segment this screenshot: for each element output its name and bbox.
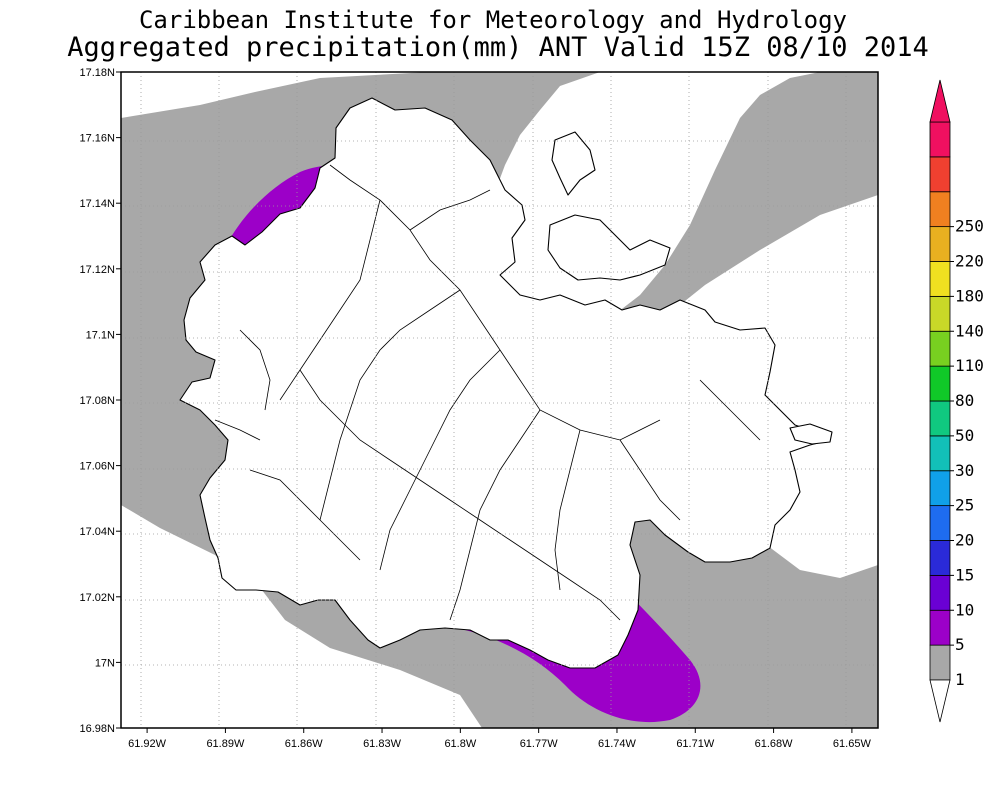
colorbar-label: 20	[955, 531, 974, 550]
colorbar-label: 10	[955, 600, 974, 619]
colorbar-band	[929, 470, 951, 507]
colorbar-label: 140	[955, 321, 984, 340]
colorbar-band	[929, 400, 951, 437]
lat-tick-label: 17.12N	[80, 264, 116, 276]
colorbar-label: 25	[955, 496, 974, 515]
lon-tick-label: 61.68W	[755, 738, 794, 750]
lon-tick-label: 61.92W	[128, 738, 167, 750]
lon-tick-label: 61.74W	[598, 738, 637, 750]
lat-tick-label: 17.14N	[80, 198, 116, 210]
colorbar-band	[929, 609, 951, 646]
colorbar-label: 80	[955, 391, 974, 410]
lat-tick-label: 17.16N	[80, 133, 116, 145]
colorbar-band	[929, 435, 951, 472]
lat-tick-label: 17.06N	[80, 461, 116, 473]
offshore-island-east	[789, 423, 833, 445]
lat-tick-label: 17N	[95, 657, 115, 669]
lon-tick-label: 61.8W	[444, 738, 476, 750]
longitude-axis: 61.92W 61.89W 61.86W 61.83W 61.8W 61.77W 61.74…	[128, 728, 871, 750]
lon-tick-label: 61.83W	[363, 738, 402, 750]
colorbar-band	[929, 226, 951, 262]
colorbar-band	[929, 191, 951, 228]
colorbar-label: 15	[955, 565, 974, 584]
colorbar-label: 1	[955, 670, 965, 689]
colorbar-band	[929, 574, 951, 611]
colorbar-label: 220	[955, 252, 984, 271]
colorbar-band	[929, 261, 951, 297]
map-plot-area	[121, 72, 878, 728]
colorbar-label: 180	[955, 286, 984, 305]
colorbar-label: 30	[955, 461, 974, 480]
colorbar-band	[929, 644, 951, 681]
lon-tick-label: 61.65W	[833, 738, 872, 750]
parish-boundaries	[214, 164, 761, 621]
colorbar-bottom-arrow	[929, 679, 951, 723]
colorbar-label: 5	[955, 635, 965, 654]
lon-tick-label: 61.71W	[676, 738, 715, 750]
colorbar-band	[929, 365, 951, 402]
lon-tick-label: 61.86W	[285, 738, 324, 750]
colorbar-band	[929, 330, 951, 367]
colorbar-band	[929, 121, 951, 158]
colorbar-top-arrow	[929, 79, 951, 123]
lat-tick-label: 17.04N	[80, 526, 116, 538]
lon-tick-label: 61.89W	[206, 738, 245, 750]
colorbar-band	[929, 540, 951, 576]
graticule	[121, 72, 878, 728]
lat-tick-label: 17.18N	[80, 67, 116, 79]
lat-tick-label: 17.1N	[86, 329, 115, 341]
colorbar-label: 110	[955, 356, 984, 375]
title-line-2: Aggregated precipitation(mm) ANT Valid 1…	[67, 32, 929, 63]
colorbar-label: 50	[955, 426, 974, 445]
colorbar-band	[929, 505, 951, 541]
latitude-axis: 17.18N 17.16N 17.14N 17.12N 17.1N 17.08N 17.06…	[80, 67, 121, 735]
lat-tick-label: 17.02N	[80, 592, 116, 604]
colorbar-label: 250	[955, 217, 984, 236]
lat-tick-label: 17.08N	[80, 395, 116, 407]
colorbar-band	[929, 156, 951, 193]
colorbar-band	[929, 295, 951, 332]
title-line-1: Caribbean Institute for Meteorology and …	[139, 6, 847, 34]
lat-tick-label: 16.98N	[80, 723, 116, 735]
lon-tick-label: 61.77W	[520, 738, 559, 750]
offshore-island-north	[551, 131, 596, 196]
